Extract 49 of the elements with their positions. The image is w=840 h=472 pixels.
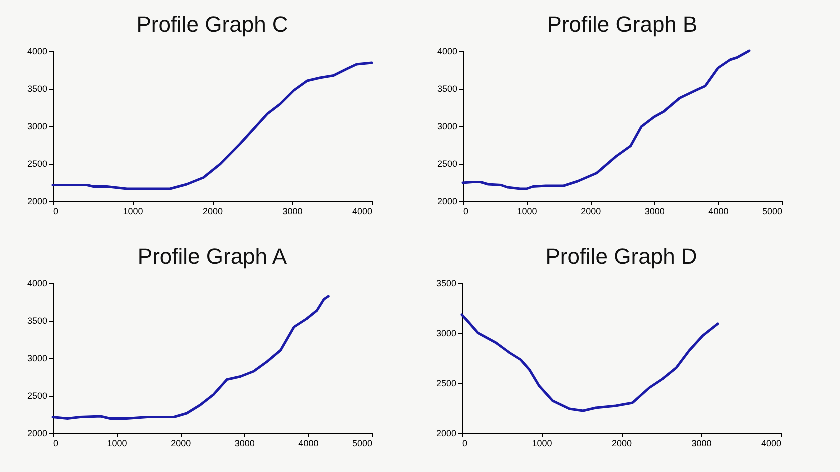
line-series [52, 295, 330, 420]
line-series [462, 50, 751, 190]
x-tick-label: 5000 [762, 206, 782, 216]
line-series [460, 314, 720, 412]
y-tick-label: 3000 [437, 122, 458, 132]
x-tick-label: 4000 [352, 206, 372, 216]
x-tick-label: 2000 [202, 206, 224, 216]
y-tick-label: 2000 [436, 428, 456, 438]
x-tick-label: 2000 [171, 438, 192, 448]
chart-title: Profile Graph D [546, 244, 698, 269]
y-tick-label: 3500 [27, 316, 48, 326]
x-tick-label: 3000 [282, 206, 303, 216]
x-tick-label: 3000 [692, 438, 712, 448]
y-tick-label: 2500 [436, 378, 456, 388]
y-tick-label: 4000 [27, 46, 48, 56]
x-tick-label: 4000 [708, 206, 729, 216]
x-tick-label: 3000 [234, 438, 255, 448]
y-tick-label: 4000 [27, 278, 48, 288]
y-tick-label: 3000 [436, 328, 456, 338]
x-tick-label: 1000 [532, 438, 552, 448]
x-tick-label: 4000 [761, 438, 782, 448]
x-tick-label: 1000 [123, 206, 144, 216]
x-tick-label: 1000 [107, 438, 128, 448]
x-tick-label: 0 [462, 438, 468, 448]
x-tick-label: 4000 [298, 438, 319, 448]
chart-title: Profile Graph B [547, 12, 698, 37]
x-tick-label: 0 [54, 438, 59, 448]
x-tick-label: 5000 [352, 438, 372, 448]
x-tick-label: 0 [464, 206, 469, 216]
y-tick-label: 3500 [27, 84, 48, 94]
y-tick-label: 2500 [437, 159, 458, 169]
x-tick-label: 3000 [644, 206, 665, 216]
y-tick-label: 2500 [27, 159, 48, 169]
y-tick-label: 2000 [27, 428, 48, 438]
y-tick-label: 2000 [437, 196, 458, 206]
line-series [52, 62, 374, 190]
y-tick-label: 3500 [437, 84, 458, 94]
x-tick-label: 0 [54, 206, 59, 216]
y-tick-label: 3000 [27, 354, 48, 364]
y-tick-label: 2000 [27, 196, 48, 206]
x-tick-label: 1000 [517, 206, 538, 216]
x-tick-label: 2000 [612, 438, 632, 448]
y-tick-label: 3500 [436, 278, 456, 288]
y-tick-label: 3000 [27, 122, 48, 132]
y-tick-label: 4000 [437, 46, 458, 56]
x-tick-label: 2000 [581, 206, 602, 216]
chart-title: Profile Graph A [138, 244, 288, 269]
y-tick-label: 2500 [27, 391, 48, 401]
chart-title: Profile Graph C [136, 12, 288, 37]
